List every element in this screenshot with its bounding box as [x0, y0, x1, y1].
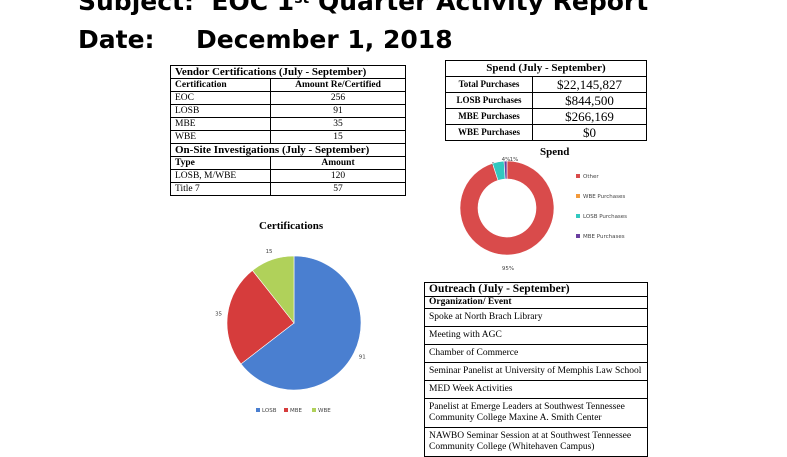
table-row: Chamber of Commerce: [424, 344, 648, 363]
data-label-mbe: 35: [215, 312, 222, 318]
outreach-table: Outreach (July - September) Organization…: [424, 282, 648, 457]
cell-label: Total Purchases: [445, 76, 533, 93]
legend-label-losb: LOSB: [262, 408, 277, 414]
table-row: Panelist at Emerge Leaders at Southwest …: [424, 398, 648, 428]
cell-label: LOSB, M/WBE: [169, 169, 272, 183]
outreach-title: Outreach (July - September): [424, 282, 648, 297]
cell-value: $844,500: [532, 92, 647, 109]
date-line: Date: December 1, 2018: [78, 26, 453, 54]
subject-sup: st: [294, 0, 309, 7]
vendor-certifications-table: Vendor Certifications (July - September)…: [169, 65, 406, 196]
cell-label: WBE: [169, 130, 272, 144]
data-label-mbe-purchases: 1%: [510, 157, 519, 163]
cell-value: 120: [270, 169, 406, 183]
legend-swatch-losb-purchases: [576, 214, 580, 218]
outreach-item: Chamber of Commerce: [424, 344, 648, 363]
cell-label: LOSB: [169, 104, 272, 118]
table-row: Meeting with AGC: [424, 326, 648, 345]
legend-swatch-wbe: [312, 408, 316, 412]
table-row: EOC 256: [169, 91, 406, 105]
onsite-title: On-Site Investigations (July - September…: [170, 143, 406, 157]
spend-title: Spend (July - September): [445, 60, 647, 77]
subject-pre: EOC 1: [211, 0, 295, 16]
subject-post: Quarter Activity Report: [309, 0, 649, 16]
cell-value: $0: [532, 124, 647, 141]
outreach-col-org: Organization/ Event: [424, 296, 648, 309]
table-row: MED Week Activities: [424, 380, 648, 399]
cell-label: EOC: [169, 91, 272, 105]
donut-slice-mbe-purchases: [503, 160, 508, 180]
table-row: LOSB Purchases $844,500: [445, 92, 647, 109]
subject-line: Subject: EOC 1st Quarter Activity Report: [78, 0, 648, 16]
onsite-col-type: Type: [169, 156, 272, 170]
legend-label-losb-purchases: LOSB Purchases: [583, 214, 627, 220]
cell-label: MBE: [169, 117, 272, 131]
outreach-item: MED Week Activities: [424, 380, 648, 399]
cell-value: $22,145,827: [532, 76, 647, 93]
outreach-item: NAWBO Seminar Session at at Southwest Te…: [424, 427, 648, 457]
legend-swatch-wbe-purchases: [576, 194, 580, 198]
legend-swatch-mbe-purchases: [576, 234, 580, 238]
table-row: MBE Purchases $266,169: [445, 108, 647, 125]
vendor-title: Vendor Certifications (July - September): [170, 65, 406, 79]
table-row: Spoke at North Brach Library: [424, 308, 648, 327]
legend-swatch-mbe: [284, 408, 288, 412]
vendor-col-amount: Amount Re/Certified: [270, 78, 406, 92]
legend-swatch-other: [576, 174, 580, 178]
cell-label: Title 7: [169, 182, 272, 196]
outreach-item: Spoke at North Brach Library: [424, 308, 648, 327]
cell-label: WBE Purchases: [445, 124, 533, 141]
spend-chart-title: Spend: [540, 146, 570, 158]
table-row: Seminar Panelist at University of Memphi…: [424, 362, 648, 381]
subject-label: Subject:: [78, 0, 194, 16]
cell-value: 256: [270, 91, 406, 105]
table-row: LOSB 91: [169, 104, 406, 118]
date-label: Date:: [78, 25, 155, 54]
table-row: Total Purchases $22,145,827: [445, 76, 647, 93]
legend-label-other: Other: [583, 174, 599, 180]
cell-value: 15: [270, 130, 406, 144]
legend-label-mbe-purchases: MBE Purchases: [583, 234, 625, 240]
pie-slice-wbe: [252, 255, 295, 324]
vendor-col-certification: Certification: [169, 78, 272, 92]
table-row: WBE 15: [169, 130, 406, 144]
cell-label: MBE Purchases: [445, 108, 533, 125]
data-label-other: 95%: [502, 266, 514, 272]
cell-value: $266,169: [532, 108, 647, 125]
table-row: LOSB, M/WBE 120: [169, 169, 406, 183]
cell-value: 91: [270, 104, 406, 118]
outreach-item: Meeting with AGC: [424, 326, 648, 345]
legend-label-wbe: WBE: [318, 408, 331, 414]
certifications-pie-chart: 91 35 15 LOSB MBE WBE: [215, 249, 366, 414]
outreach-item: Seminar Panelist at University of Memphi…: [424, 362, 648, 381]
table-row: Title 7 57: [169, 182, 406, 196]
data-label-losb-purchases: 4%: [502, 157, 511, 163]
cell-label: LOSB Purchases: [445, 92, 533, 109]
certifications-chart-title: Certifications: [259, 220, 324, 232]
table-row: WBE Purchases $0: [445, 124, 647, 141]
data-label-losb: 91: [359, 355, 366, 361]
legend-swatch-losb: [256, 408, 260, 412]
date-value: December 1, 2018: [196, 25, 453, 54]
donut-slice-other: [459, 160, 555, 256]
spend-table: Spend (July - September) Total Purchases…: [445, 60, 647, 141]
table-row: MBE 35: [169, 117, 406, 131]
data-label-wbe: 15: [266, 249, 273, 255]
legend-label-mbe: MBE: [290, 408, 303, 414]
onsite-col-amount: Amount: [270, 156, 406, 170]
outreach-item: Panelist at Emerge Leaders at Southwest …: [424, 398, 648, 428]
legend-label-wbe-purchases: WBE Purchases: [583, 194, 625, 200]
cell-value: 57: [270, 182, 406, 196]
pie-slice-mbe: [226, 269, 295, 365]
pie-slice-losb: [240, 255, 362, 391]
table-row: NAWBO Seminar Session at at Southwest Te…: [424, 427, 648, 457]
cell-value: 35: [270, 117, 406, 131]
